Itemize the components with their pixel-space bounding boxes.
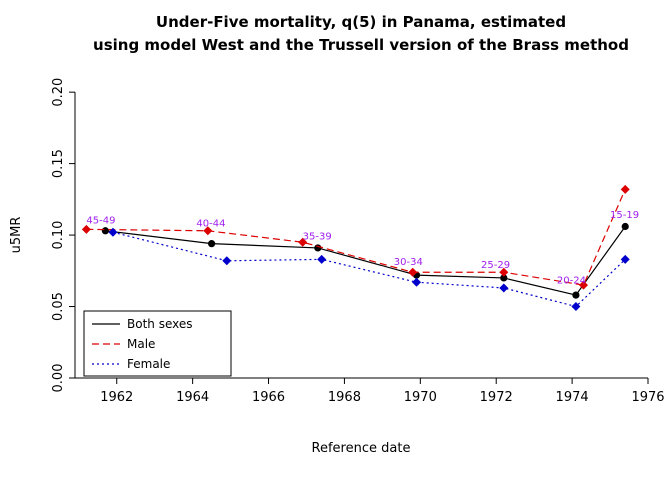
legend-label-female: Female (127, 357, 170, 371)
age-group-label: 30-34 (394, 257, 423, 268)
x-axis-title: Reference date (312, 441, 411, 456)
y-tick-label: 0.20 (51, 78, 66, 107)
y-tick-label: 0.05 (51, 292, 66, 321)
point-female (620, 254, 630, 264)
y-tick-label: 0.00 (51, 364, 66, 393)
point-male (81, 224, 91, 234)
y-tick-label: 0.15 (51, 149, 66, 178)
point-female (222, 256, 232, 266)
x-tick-label: 1974 (556, 390, 589, 405)
y-tick-label: 0.10 (51, 221, 66, 250)
point-both-sexes (101, 227, 109, 235)
point-both-sexes (572, 291, 580, 299)
age-group-label: 40-44 (196, 218, 225, 229)
point-female (412, 277, 422, 287)
point-male (620, 184, 630, 194)
point-both-sexes (621, 222, 629, 231)
point-both-sexes (500, 274, 508, 282)
point-male (578, 280, 588, 290)
age-group-label: 35-39 (303, 231, 332, 242)
point-male (298, 237, 308, 247)
x-tick-label: 1968 (328, 390, 361, 405)
age-group-label: 45-49 (86, 216, 115, 227)
point-female (571, 302, 581, 312)
x-tick-label: 1966 (252, 390, 285, 405)
x-tick-label: 1972 (480, 390, 513, 405)
point-female (499, 283, 509, 293)
point-male (499, 267, 509, 277)
legend-label-both-sexes: Both sexes (127, 317, 193, 331)
point-both-sexes (208, 240, 216, 248)
point-male (408, 267, 418, 277)
chart-title-line1: Under-Five mortality, q(5) in Panama, es… (156, 13, 566, 31)
point-female (317, 254, 327, 264)
point-male (203, 226, 213, 236)
series-line-female (112, 231, 626, 308)
legend-box (83, 310, 232, 377)
x-tick-label: 1962 (100, 390, 133, 405)
legend-label-male: Male (127, 337, 155, 351)
age-group-label: 15-19 (610, 210, 639, 221)
legend: Both sexes Male Female (83, 310, 232, 377)
point-female (108, 227, 118, 237)
series-line-male (86, 189, 626, 286)
x-tick-label: 1970 (404, 390, 437, 405)
age-group-label: 25-29 (481, 260, 510, 271)
point-both-sexes (314, 244, 322, 252)
x-tick-label: 1964 (176, 390, 209, 405)
plot-content: 1962 1964 1966 1968 1970 1972 1974 1976 0.00 0.05… (51, 78, 665, 405)
chart-title-line2: using model West and the Trussell versio… (93, 36, 629, 54)
y-axis-title: u5MR (9, 217, 24, 254)
x-tick-label: 1976 (631, 390, 664, 405)
series-line-both-sexes (105, 226, 626, 296)
age-group-label: 20-24 (557, 276, 586, 287)
